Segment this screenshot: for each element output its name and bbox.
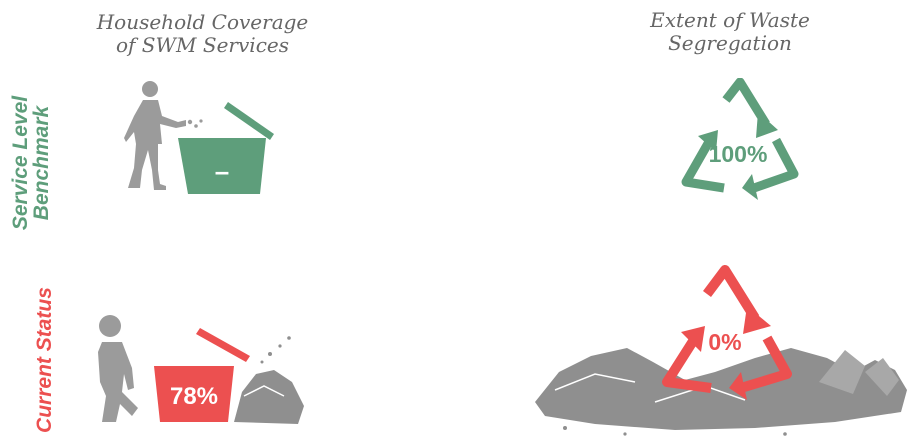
waste-bin-icon <box>154 328 250 422</box>
column-title-household-coverage: Household Coverage of SWM Services <box>80 11 325 57</box>
current-segregation-graphic: 0% <box>535 265 907 436</box>
current-coverage-value: 78% <box>170 383 218 410</box>
benchmark-segregation-value: 100% <box>709 141 768 167</box>
garbage-pile-icon <box>535 348 907 436</box>
benchmark-segregation-graphic: 100% <box>681 78 799 200</box>
column-title-line-2: Segregation <box>668 31 792 55</box>
person-walking-icon <box>98 315 138 422</box>
column-title-waste-segregation: Extent of Waste Segregation <box>610 9 850 55</box>
column-title-line-2: of SWM Services <box>116 33 289 57</box>
column-title-line-1: Extent of Waste <box>650 8 810 32</box>
benchmark-coverage-value: – <box>215 156 229 186</box>
person-throwing-waste-icon <box>124 81 203 190</box>
benchmark-coverage-graphic: – <box>124 81 274 194</box>
current-coverage-graphic: 78% <box>98 315 304 424</box>
garbage-pile-icon <box>234 336 304 424</box>
waste-bin-icon <box>178 102 274 194</box>
row-label-line-1: Service Level <box>9 95 32 231</box>
column-title-line-1: Household Coverage <box>96 10 309 34</box>
recycle-triangle-icon <box>681 78 799 193</box>
current-segregation-value: 0% <box>708 329 741 355</box>
row-label-line-2: Benchmark <box>30 105 53 221</box>
recycle-triangle-icon <box>662 265 792 393</box>
row-label-benchmark: Service Level Benchmark <box>9 88 53 238</box>
row-label-text: Current Status <box>33 287 56 433</box>
row-label-current: Current Status <box>33 284 56 436</box>
